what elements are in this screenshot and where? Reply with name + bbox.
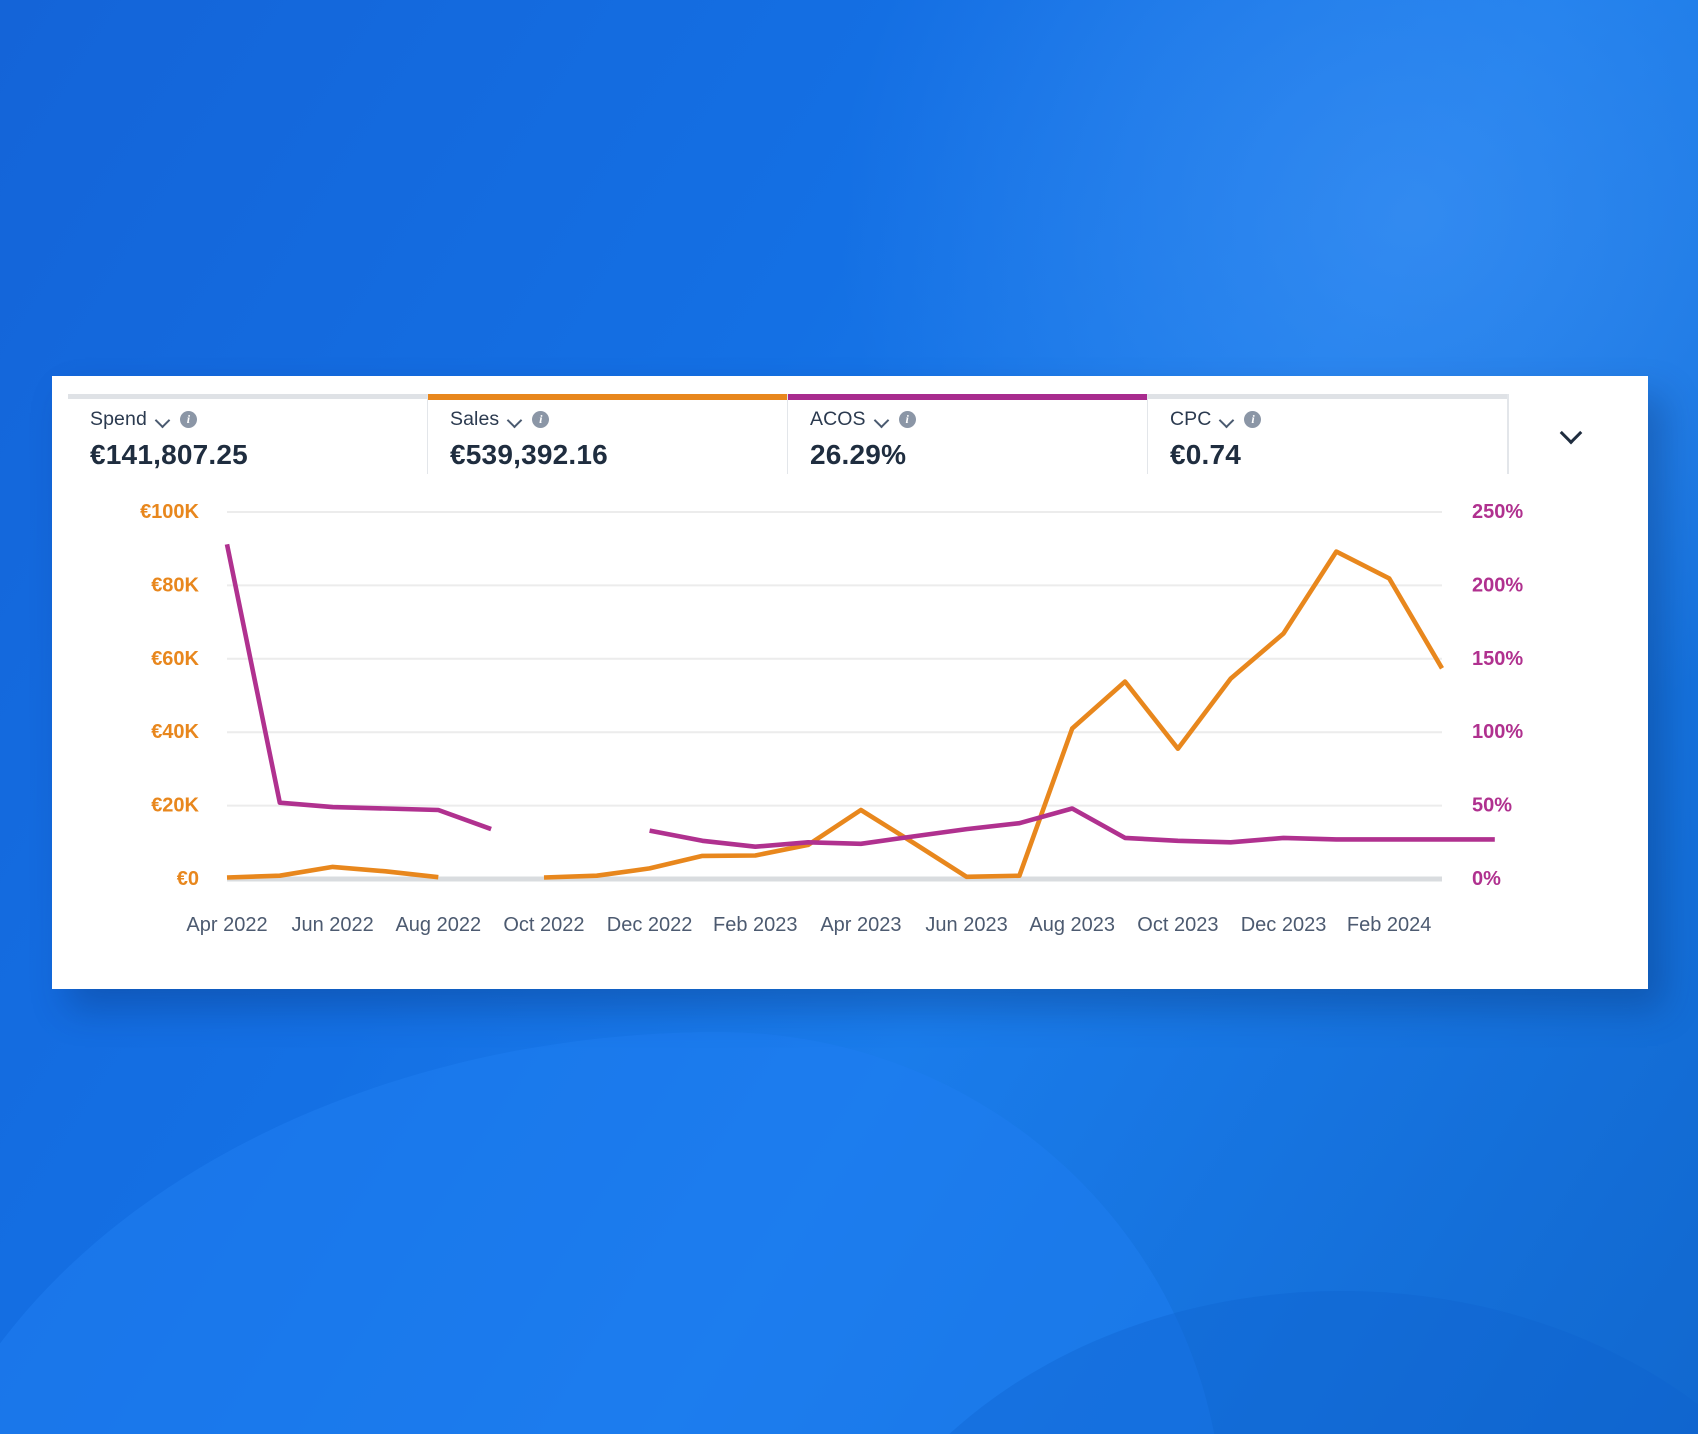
kpi-card-spend[interactable]: Spend i €141,807.25 bbox=[68, 394, 428, 474]
kpi-accent-bar-spend bbox=[68, 394, 427, 399]
kpi-bar: Spend i €141,807.25 Sales i €539,392.16 … bbox=[52, 376, 1648, 474]
metrics-widget: Spend i €141,807.25 Sales i €539,392.16 … bbox=[52, 376, 1648, 989]
y-axis-right-tick: 150% bbox=[1472, 648, 1523, 670]
series-line-acos bbox=[224, 543, 1495, 849]
y-axis-right-tick: 0% bbox=[1472, 868, 1501, 890]
kpi-accent-bar-sales bbox=[428, 394, 787, 400]
kpi-label-row-spend: Spend i bbox=[90, 408, 427, 430]
kpi-card-sales[interactable]: Sales i €539,392.16 bbox=[428, 394, 788, 474]
y-axis-left-tick: €60K bbox=[151, 648, 199, 670]
chevron-down-icon[interactable] bbox=[156, 413, 171, 428]
y-axis-right-tick: 100% bbox=[1472, 721, 1523, 743]
y-axis-right-tick: 200% bbox=[1472, 574, 1523, 596]
y-axis-right-tick: 50% bbox=[1472, 795, 1512, 817]
metrics-chart: €0 0% €20K 50% €40K 100% €60K 150% €80K 200% €100K… bbox=[52, 474, 1648, 989]
x-axis-tick: Feb 2023 bbox=[713, 914, 798, 936]
kpi-label-spend: Spend bbox=[90, 407, 147, 430]
y-axis-left-tick: €20K bbox=[151, 795, 199, 817]
kpi-label-cpc: CPC bbox=[1170, 407, 1212, 430]
x-axis-tick: Aug 2022 bbox=[395, 914, 481, 936]
kpi-value-sales: €539,392.16 bbox=[450, 439, 608, 470]
x-axis-tick: Feb 2024 bbox=[1347, 914, 1432, 936]
y-axis-left-tick: €40K bbox=[151, 721, 199, 743]
x-axis-tick: Jun 2023 bbox=[925, 914, 1007, 936]
kpi-accent-bar-cpc bbox=[1148, 394, 1507, 399]
x-axis-tick: Dec 2023 bbox=[1241, 914, 1327, 936]
x-axis-tick: Aug 2023 bbox=[1029, 914, 1115, 936]
expand-panel-button[interactable] bbox=[1508, 394, 1632, 474]
kpi-card-cpc[interactable]: CPC i €0.74 bbox=[1148, 394, 1508, 474]
info-icon[interactable]: i bbox=[1244, 410, 1262, 428]
chart-svg: €0 0% €20K 50% €40K 100% €60K 150% €80K 200% €100K… bbox=[140, 501, 1523, 936]
x-axis-tick: Oct 2023 bbox=[1137, 914, 1218, 936]
chevron-down-icon[interactable] bbox=[1220, 413, 1235, 428]
series-line-sales bbox=[226, 549, 1444, 880]
kpi-value-cpc: €0.74 bbox=[1170, 439, 1242, 470]
chevron-down-icon bbox=[1560, 423, 1582, 445]
y-axis-left-tick: €80K bbox=[151, 574, 199, 596]
x-axis-tick: Dec 2022 bbox=[607, 914, 693, 936]
y-axis-right-tick: 250% bbox=[1472, 501, 1523, 523]
kpi-value-acos: 26.29% bbox=[810, 439, 907, 470]
info-icon[interactable]: i bbox=[532, 410, 550, 428]
info-icon[interactable]: i bbox=[179, 410, 197, 428]
x-axis-tick: Apr 2022 bbox=[186, 914, 267, 936]
kpi-label-row-cpc: CPC i bbox=[1170, 408, 1507, 430]
y-axis-left-tick: €100K bbox=[140, 501, 199, 523]
kpi-label-sales: Sales bbox=[450, 407, 500, 430]
kpi-label-acos: ACOS bbox=[810, 407, 866, 430]
chevron-down-icon[interactable] bbox=[875, 413, 890, 428]
kpi-value-spend: €141,807.25 bbox=[90, 439, 248, 470]
kpi-label-row-acos: ACOS i bbox=[810, 408, 1147, 430]
x-axis-tick: Jun 2022 bbox=[292, 914, 374, 936]
chevron-down-icon[interactable] bbox=[508, 413, 523, 428]
kpi-card-acos[interactable]: ACOS i 26.29% bbox=[788, 394, 1148, 474]
kpi-label-row-sales: Sales i bbox=[450, 408, 787, 430]
y-axis-left-tick: €0 bbox=[177, 868, 199, 890]
x-axis-tick: Oct 2022 bbox=[503, 914, 584, 936]
info-icon[interactable]: i bbox=[898, 410, 916, 428]
kpi-accent-bar-acos bbox=[788, 394, 1147, 400]
x-axis-tick: Apr 2023 bbox=[820, 914, 901, 936]
